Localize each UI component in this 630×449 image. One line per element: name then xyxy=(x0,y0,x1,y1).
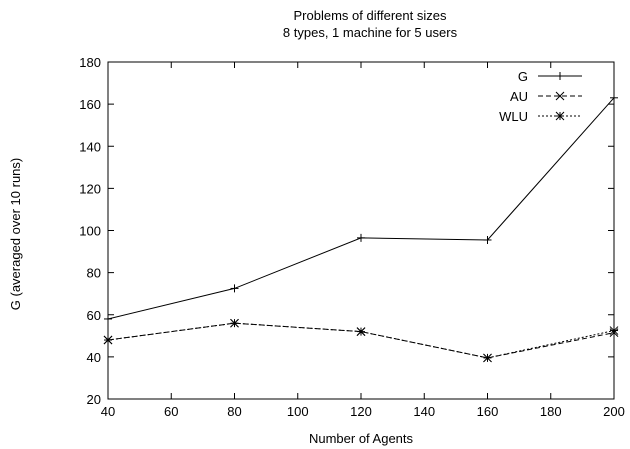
x-tick-label: 80 xyxy=(227,404,241,419)
chart-subtitle: 8 types, 1 machine for 5 users xyxy=(283,25,458,40)
y-tick-label: 80 xyxy=(87,266,101,281)
data-point-wlu xyxy=(230,318,239,328)
x-tick-label: 100 xyxy=(287,404,309,419)
x-tick-label: 200 xyxy=(603,404,625,419)
plot-frame xyxy=(107,61,615,400)
legend-label-g: G xyxy=(518,69,528,84)
axis-ticks: 40 60 80 100 120 140 160 180 2002040608010012014… xyxy=(79,55,625,419)
chart-title: Problems of different sizes xyxy=(294,8,447,23)
legend-marker-wlu xyxy=(555,111,565,121)
data-point-wlu xyxy=(356,327,366,336)
y-tick-label: 140 xyxy=(79,139,101,154)
y-tick-label: 100 xyxy=(79,224,101,239)
data-point-wlu xyxy=(103,335,113,345)
series-line-wlu xyxy=(107,322,615,359)
series-line-g xyxy=(107,97,615,320)
legend-marker-g xyxy=(556,72,564,80)
data-point-g xyxy=(230,284,239,293)
y-tick-label: 180 xyxy=(79,55,101,70)
legend-marker-au xyxy=(555,91,565,101)
y-tick-label: 40 xyxy=(87,350,101,365)
series-lines xyxy=(103,93,619,363)
series-line-au xyxy=(107,322,615,359)
legend-label-wlu: WLU xyxy=(499,109,528,124)
data-point-g xyxy=(357,233,365,242)
x-tick-label: 40 xyxy=(101,404,115,419)
x-tick-label: 60 xyxy=(164,404,178,419)
y-axis-label: G (averaged over 10 runs) xyxy=(8,158,23,310)
x-tick-label: 120 xyxy=(350,404,372,419)
legend: G AU WLU xyxy=(499,69,582,124)
x-tick-label: 180 xyxy=(540,404,562,419)
y-tick-label: 20 xyxy=(87,392,101,407)
legend-label-au: AU xyxy=(510,89,528,104)
x-tick-label: 140 xyxy=(413,404,435,419)
x-axis-label: Number of Agents xyxy=(309,431,414,446)
y-tick-label: 160 xyxy=(79,97,101,112)
y-tick-label: 60 xyxy=(87,308,101,323)
x-tick-label: 160 xyxy=(477,404,499,419)
data-point-g xyxy=(483,235,492,244)
data-point-wlu xyxy=(609,326,619,335)
data-point-wlu xyxy=(483,353,492,363)
data-point-g xyxy=(104,314,112,323)
data-point-g xyxy=(610,93,618,102)
y-tick-label: 120 xyxy=(79,181,101,196)
